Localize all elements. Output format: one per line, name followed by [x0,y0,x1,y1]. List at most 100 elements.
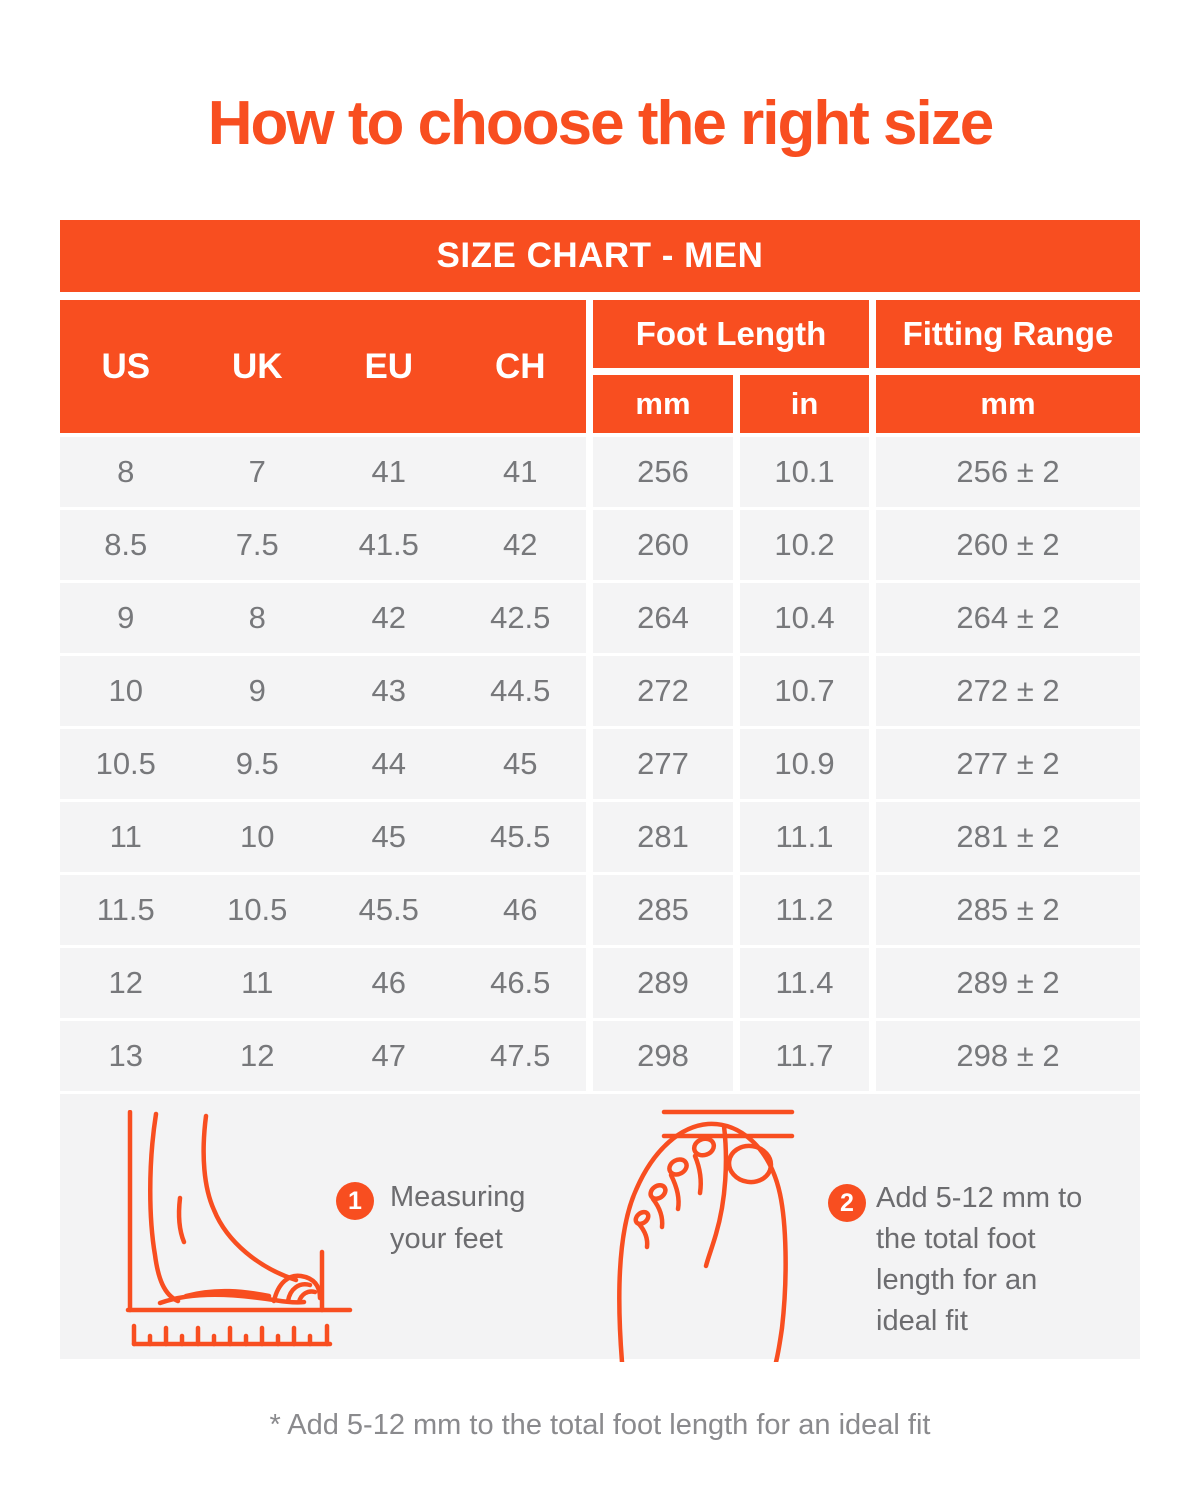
cell-eu: 41.5 [323,510,455,580]
measuring-instructions-panel: 1 Measuring your feet 2 Add 5-12 mm to t… [60,1094,1140,1362]
caption-line: the total foot [876,1223,1036,1255]
cell-foot-in: 10.9 [740,729,869,799]
table-row: 8 7 41 41 256 10.1 256 ± 2 [60,437,1140,507]
cell-foot-in: 11.4 [740,948,869,1018]
cell-foot-in: 10.2 [740,510,869,580]
caption-line: Measuring [390,1181,526,1213]
cell-foot-in: 11.1 [740,802,869,872]
col-header-eu: EU [323,300,455,433]
cell-foot-in: 11.7 [740,1021,869,1091]
col-header-uk: UK [191,300,323,433]
cell-uk: 9 [191,656,323,726]
page-title: How to choose the right size [207,89,995,158]
cell-ch: 45 [454,729,586,799]
cell-fitting-range: 298 ± 2 [876,1021,1140,1091]
table-row: 11.5 10.5 45.5 46 285 11.2 285 ± 2 [60,875,1140,945]
table-row: 8.5 7.5 41.5 42 260 10.2 260 ± 2 [60,510,1140,580]
caption-line: Add 5-12 mm to [876,1182,1083,1214]
caption-line: ideal fit [876,1305,968,1337]
cell-us: 10 [60,656,192,726]
cell-us: 11.5 [60,875,192,945]
cell-foot-mm: 298 [593,1021,733,1091]
table-row: 9 8 42 42.5 264 10.4 264 ± 2 [60,583,1140,653]
footnote: * Add 5-12 mm to the total foot length f… [269,1409,931,1441]
cell-us: 8 [60,437,192,507]
cell-us: 8.5 [60,510,192,580]
cell-foot-mm: 272 [593,656,733,726]
col-header-fitting-mm: mm [876,375,1140,433]
foot-side-view-illustration [125,1110,353,1347]
caption-line: length for an [876,1264,1038,1296]
foot-length-header-group: Foot Length mm in [593,300,869,433]
cell-ch: 44.5 [454,656,586,726]
cell-foot-in: 10.1 [740,437,869,507]
cell-ch: 45.5 [454,802,586,872]
cell-foot-mm: 289 [593,948,733,1018]
step-2-caption: Add 5-12 mm to the total foot length for… [876,1178,1082,1342]
cell-uk: 10.5 [191,875,323,945]
cell-ch: 47.5 [454,1021,586,1091]
cell-foot-mm: 264 [593,583,733,653]
cell-fitting-range: 272 ± 2 [876,656,1140,726]
cell-uk: 8 [191,583,323,653]
cell-foot-mm: 285 [593,875,733,945]
cell-fitting-range: 264 ± 2 [876,583,1140,653]
step-1-caption: Measuring your feet [390,1176,525,1260]
cell-us: 10.5 [60,729,192,799]
cell-us: 11 [60,802,192,872]
cell-eu: 45.5 [323,875,455,945]
fitting-range-header-group: Fitting Range mm [876,300,1140,433]
cell-eu: 45 [323,802,455,872]
cell-ch: 46.5 [454,948,586,1018]
cell-fitting-range: 256 ± 2 [876,437,1140,507]
cell-fitting-range: 289 ± 2 [876,948,1140,1018]
col-header-fitting-range: Fitting Range [876,300,1140,368]
cell-ch: 41 [454,437,586,507]
cell-eu: 41 [323,437,455,507]
cell-eu: 42 [323,583,455,653]
table-row: 10.5 9.5 44 45 277 10.9 277 ± 2 [60,729,1140,799]
cell-eu: 47 [323,1021,455,1091]
cell-uk: 9.5 [191,729,323,799]
cell-foot-in: 11.2 [740,875,869,945]
cell-fitting-range: 277 ± 2 [876,729,1140,799]
cell-foot-in: 10.4 [740,583,869,653]
cell-us: 12 [60,948,192,1018]
cell-ch: 46 [454,875,586,945]
cell-us: 9 [60,583,192,653]
table-header: US UK EU CH Foot Length mm in Fitting Ra… [60,300,1140,433]
col-header-foot-mm: mm [593,375,733,433]
cell-fitting-range: 260 ± 2 [876,510,1140,580]
cell-ch: 42.5 [454,583,586,653]
col-header-us: US [60,300,192,433]
cell-foot-mm: 277 [593,729,733,799]
step-2-badge: 2 [828,1184,866,1222]
cell-foot-in: 10.7 [740,656,869,726]
table-title-bar: SIZE CHART - MEN [60,220,1140,292]
cell-foot-mm: 256 [593,437,733,507]
step-1-badge: 1 [336,1182,374,1220]
cell-eu: 46 [323,948,455,1018]
cell-fitting-range: 281 ± 2 [876,802,1140,872]
cell-foot-mm: 260 [593,510,733,580]
col-header-ch: CH [454,300,586,433]
cell-uk: 12 [191,1021,323,1091]
table-row: 11 10 45 45.5 281 11.1 281 ± 2 [60,802,1140,872]
cell-ch: 42 [454,510,586,580]
cell-uk: 10 [191,802,323,872]
cell-uk: 7.5 [191,510,323,580]
col-header-foot-in: in [740,375,869,433]
cell-uk: 11 [191,948,323,1018]
cell-us: 13 [60,1021,192,1091]
cell-fitting-range: 285 ± 2 [876,875,1140,945]
cell-foot-mm: 281 [593,802,733,872]
size-chart-table: SIZE CHART - MEN US UK EU CH Foot Length… [60,220,1140,1091]
foot-top-view-illustration [617,1109,795,1362]
caption-line: your feet [390,1223,503,1255]
size-systems-header-group: US UK EU CH [60,300,586,433]
cell-uk: 7 [191,437,323,507]
table-row: 13 12 47 47.5 298 11.7 298 ± 2 [60,1021,1140,1091]
table-row: 10 9 43 44.5 272 10.7 272 ± 2 [60,656,1140,726]
cell-eu: 44 [323,729,455,799]
cell-eu: 43 [323,656,455,726]
